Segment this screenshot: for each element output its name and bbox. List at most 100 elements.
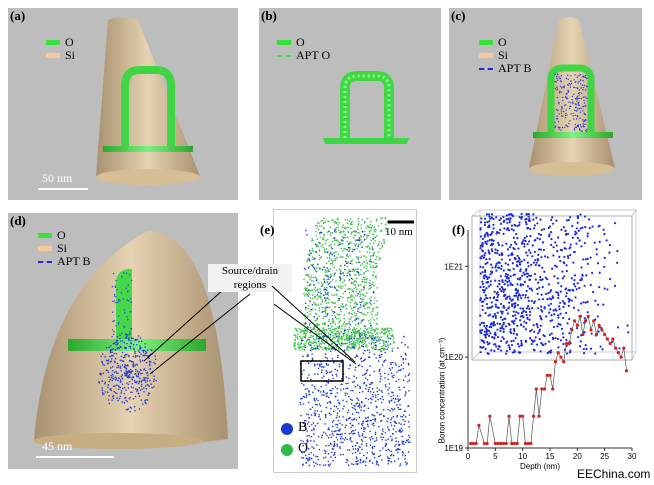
apt-b-atom <box>341 424 344 426</box>
apt-b-atom <box>580 87 582 89</box>
boron-atom <box>576 216 580 220</box>
boron-atom <box>510 228 513 231</box>
apt-b-atom <box>403 335 405 338</box>
apt-o-atom <box>368 297 371 300</box>
apt-b-atom <box>319 391 322 393</box>
apt-b-atom <box>394 421 396 424</box>
boron-atom <box>482 256 485 259</box>
boron-atom <box>525 313 528 317</box>
apt-b-atom <box>152 380 155 382</box>
boron-atom <box>485 324 489 327</box>
apt-o-atom <box>360 273 362 276</box>
apt-o-atom <box>375 327 378 330</box>
apt-b-atom <box>144 369 147 372</box>
boron-atom <box>583 317 586 320</box>
apt-o-atom <box>366 328 369 330</box>
apt-b-atom <box>336 423 339 426</box>
apt-b-atom <box>332 434 334 437</box>
data-point <box>501 441 506 446</box>
apt-b-atom <box>140 340 143 343</box>
apt-o-atom <box>318 222 320 224</box>
apt-b-atom <box>336 387 339 390</box>
boron-atom <box>616 261 619 264</box>
apt-b-atom <box>142 351 145 353</box>
apt-b-atom <box>128 274 131 276</box>
apt-b-atom <box>582 86 584 89</box>
apt-b-atom <box>316 410 319 412</box>
apt-o-atom <box>355 239 357 242</box>
boron-atom <box>546 256 549 259</box>
panel-b-rendering <box>323 71 409 144</box>
apt-o-atom <box>375 219 378 222</box>
apt-b-atom <box>386 456 389 458</box>
apt-o-atom <box>370 329 372 332</box>
apt-b-atom <box>370 435 373 438</box>
apt-b-atom <box>103 393 105 395</box>
apt-b-atom <box>567 91 569 93</box>
apt-o-atom <box>365 301 368 304</box>
apt-b-atom <box>392 397 395 400</box>
apt-b-atom <box>381 447 384 449</box>
apt-b-atom <box>378 389 380 391</box>
apt-b-atom <box>112 300 114 303</box>
apt-b-atom <box>317 373 319 375</box>
apt-o-atom <box>370 341 373 343</box>
apt-b-atom <box>402 358 404 361</box>
apt-b-atom <box>389 409 391 412</box>
apt-b-atom <box>398 386 400 389</box>
apt-o-atom <box>368 282 371 285</box>
boron-atom <box>555 244 558 247</box>
boron-atom <box>492 321 495 325</box>
boron-atom <box>529 337 532 340</box>
apt-o-atom <box>366 302 369 305</box>
apt-b-atom <box>362 345 365 348</box>
boron-atom <box>552 254 555 257</box>
boron-atom <box>560 285 563 288</box>
apt-b-atom <box>334 368 337 371</box>
apt-b-atom <box>115 343 117 346</box>
apt-b-atom <box>556 115 558 117</box>
boron-atom <box>582 352 586 355</box>
apt-b-atom <box>586 97 588 100</box>
apt-o-atom <box>366 251 368 253</box>
boron-atom <box>496 285 499 288</box>
apt-o-atom <box>318 267 321 269</box>
panel-c-rendering <box>529 17 615 176</box>
apt-b-atom <box>109 351 112 354</box>
apt-o-atom <box>316 224 318 227</box>
boron-atom <box>529 274 533 277</box>
apt-b-atom <box>364 417 367 419</box>
apt-b-atom <box>404 415 407 418</box>
apt-o-atom <box>363 334 366 337</box>
boron-atom <box>509 275 512 278</box>
apt-o-atom <box>357 243 360 246</box>
apt-b-atom <box>347 417 350 420</box>
apt-b-atom <box>307 413 310 416</box>
boron-atom <box>504 272 508 276</box>
apt-o-atom <box>317 246 320 248</box>
apt-b-atom <box>390 361 392 364</box>
boron-atom <box>498 282 501 286</box>
apt-b-atom <box>390 399 392 402</box>
apt-b-atom <box>115 370 117 373</box>
boron-atom <box>490 349 493 352</box>
apt-b-atom <box>305 393 307 395</box>
apt-b-atom <box>401 451 404 453</box>
apt-b-atom <box>372 418 374 421</box>
boron-atom <box>538 328 542 331</box>
apt-o-atom <box>392 335 394 338</box>
apt-b-atom <box>351 406 354 409</box>
boron-atom <box>559 312 562 315</box>
boron-atom <box>494 343 497 346</box>
boron-atom <box>557 346 560 349</box>
boron-atom <box>560 327 564 330</box>
apt-o-atom <box>389 327 391 330</box>
data-point <box>477 423 481 427</box>
apt-b-atom <box>111 286 114 288</box>
apt-o-atom <box>366 235 369 237</box>
apt-b-atom <box>317 399 319 402</box>
boron-atom <box>538 264 541 267</box>
boron-atom <box>525 251 528 254</box>
boron-atom <box>479 297 482 300</box>
boron-atom <box>508 323 511 326</box>
